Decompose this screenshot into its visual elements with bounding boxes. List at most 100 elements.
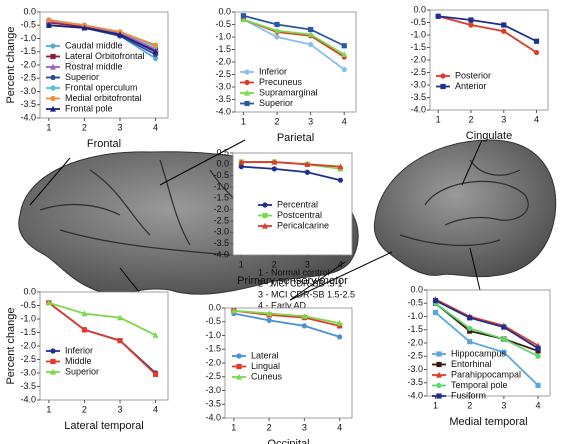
legend-label: Superior [259, 98, 293, 108]
y-tick-label: -2.5 [213, 215, 229, 225]
marker [533, 49, 540, 56]
marker [432, 298, 439, 304]
x-tick-label: 3 [117, 404, 122, 414]
marker [341, 66, 347, 73]
y-tick-label: -2.5 [20, 354, 36, 364]
legend-label: Rostral middle [65, 61, 123, 71]
marker [468, 17, 474, 23]
marker [81, 327, 88, 333]
legend-marker [436, 361, 442, 368]
y-tick-label: -2.5 [410, 67, 426, 77]
marker [274, 34, 280, 40]
y-tick-label: -1.0 [20, 33, 36, 43]
marker [271, 158, 278, 165]
x-tick-label: 4 [338, 259, 343, 269]
marker [81, 310, 88, 317]
y-tick-label: -3.5 [20, 381, 36, 391]
x-axis-label: Medial temporal [449, 416, 527, 428]
legend-marker [244, 89, 250, 96]
y-tick-label: -1.0 [20, 313, 36, 323]
legend-marker [436, 371, 442, 378]
series-line [233, 309, 340, 325]
line-chart: 0.5 0.0-0.5-1.0 -1.5-2.0-2.5 -3.0-3.5-4.0 1 2… [213, 147, 353, 287]
marker [341, 51, 348, 58]
connectors [29, 139, 483, 301]
legend-label: Parahippocampal [451, 369, 521, 379]
marker [501, 22, 507, 28]
marker [152, 332, 159, 338]
marker [337, 323, 343, 329]
series-line [435, 299, 539, 350]
marker [336, 319, 343, 326]
x-tick-label: 4 [337, 422, 342, 432]
legend-marker [236, 353, 242, 359]
legend-marker [50, 95, 56, 102]
legend-label: Lateral Orbitofrontal [65, 51, 145, 61]
x-tick-label: 3 [501, 114, 506, 124]
legend-marker [244, 79, 250, 86]
legend-marker [50, 105, 56, 112]
marker [467, 339, 473, 345]
y-tick-label: 0.0 [208, 302, 221, 312]
legend-label: Percentral [277, 199, 318, 209]
legend-marker [50, 348, 56, 354]
y-tick-label: -0.5 [20, 300, 36, 310]
marker [535, 345, 541, 351]
legend-label: Entorhinal [451, 359, 492, 369]
legend-marker [50, 63, 56, 70]
legend-label: Lingual [251, 361, 280, 371]
y-tick-label: -4.0 [20, 112, 36, 122]
marker [435, 13, 441, 19]
x-tick-label: 1 [46, 122, 51, 132]
legend-marker [436, 393, 442, 399]
x-axis-label: Frontal [87, 138, 121, 150]
y-tick-label: -4.0 [20, 394, 36, 404]
marker [341, 43, 347, 49]
legend-marker [440, 73, 446, 79]
y-tick-label: 0.0 [410, 284, 423, 294]
marker [271, 166, 277, 172]
group-key-entry: 1 - Normal control [258, 267, 330, 277]
marker [152, 371, 159, 377]
x-axis-label: Primary sensory/motor [237, 275, 348, 287]
marker [337, 163, 344, 170]
series-line [48, 302, 157, 376]
marker [117, 338, 123, 344]
group-key-entry: 2 - MCI CDR-SB .5-1 [258, 278, 343, 288]
legend-marker [436, 382, 442, 389]
line-chart: 0.0 -0.5 -1.0 -1.5 -2.0 -2.5 -3.0 -3.5 -4.0 1 2 3 4L… [5, 286, 169, 432]
y-tick-label: -2.0 [410, 54, 426, 64]
legend-label: Hippocampus [451, 348, 507, 358]
y-tick-label: -0.5 [205, 316, 221, 326]
y-axis-label: Percent change [5, 26, 17, 103]
marker [535, 353, 541, 359]
series-line [437, 15, 538, 54]
marker [501, 336, 507, 342]
y-tick-label: -1.0 [215, 31, 231, 41]
marker [432, 309, 439, 316]
marker [308, 26, 314, 33]
legend-label: Posterior [455, 70, 491, 80]
marker [535, 348, 541, 354]
group-key-entry: 4 - Early AD [258, 300, 307, 310]
y-tick-label: -4.0 [205, 412, 221, 422]
legend-marker [50, 358, 56, 365]
x-tick-label: 1 [241, 116, 246, 126]
y-tick-label: -1.0 [205, 330, 221, 340]
x-axis-label: Lateral temporal [64, 420, 144, 432]
x-tick-label: 2 [467, 400, 472, 410]
marker [533, 38, 540, 44]
marker [152, 48, 159, 55]
line-chart: 0.0 -0.5 -1.0 -1.5 -2.0 -2.5 -3.0 -3.5 -4.0 1 2 3 4M… [407, 284, 551, 428]
y-tick-label: -3.0 [20, 367, 36, 377]
y-tick-label: -2.5 [215, 69, 231, 79]
series-line [435, 302, 539, 358]
series-line [434, 302, 539, 352]
y-tick-label: -1.5 [215, 44, 231, 54]
marker [238, 158, 245, 165]
legend-marker [236, 363, 242, 370]
marker [308, 41, 314, 48]
marker [274, 27, 281, 34]
legend-marker [50, 85, 56, 91]
y-tick-label: -1.5 [407, 324, 423, 334]
